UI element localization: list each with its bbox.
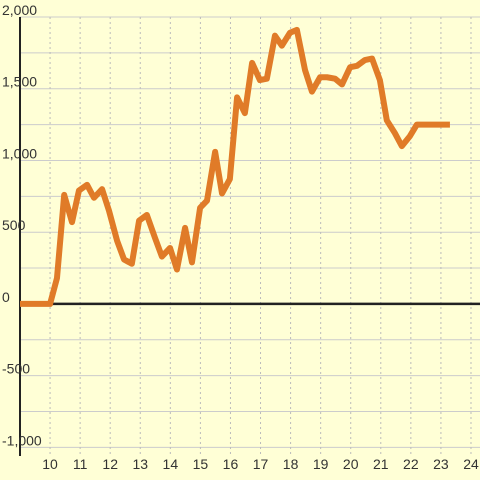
x-tick-label: 24 (463, 456, 479, 472)
x-tick-label: 23 (433, 456, 449, 472)
x-tick-label: 19 (313, 456, 329, 472)
x-tick-label: 20 (343, 456, 359, 472)
x-tick-label: 10 (42, 456, 58, 472)
y-tick-label: 2,000 (2, 2, 37, 18)
y-tick-label: 500 (2, 217, 26, 233)
x-tick-label: 15 (193, 456, 209, 472)
x-tick-label: 16 (223, 456, 239, 472)
y-tick-label: -1,000 (2, 432, 42, 448)
x-tick-label: 11 (73, 456, 88, 472)
x-tick-label: 21 (373, 456, 389, 472)
y-tick-label: 1,500 (2, 74, 37, 90)
y-tick-label: 1,000 (2, 145, 37, 161)
x-tick-label: 12 (102, 456, 118, 472)
x-tick-label: 14 (163, 456, 179, 472)
x-tick-label: 22 (403, 456, 419, 472)
x-tick-label: 13 (132, 456, 148, 472)
y-tick-label: 0 (2, 289, 10, 305)
line (20, 26, 450, 307)
x-tick-label: 18 (283, 456, 299, 472)
y-tick-label: -500 (2, 361, 30, 377)
x-tick-label: 17 (253, 456, 269, 472)
